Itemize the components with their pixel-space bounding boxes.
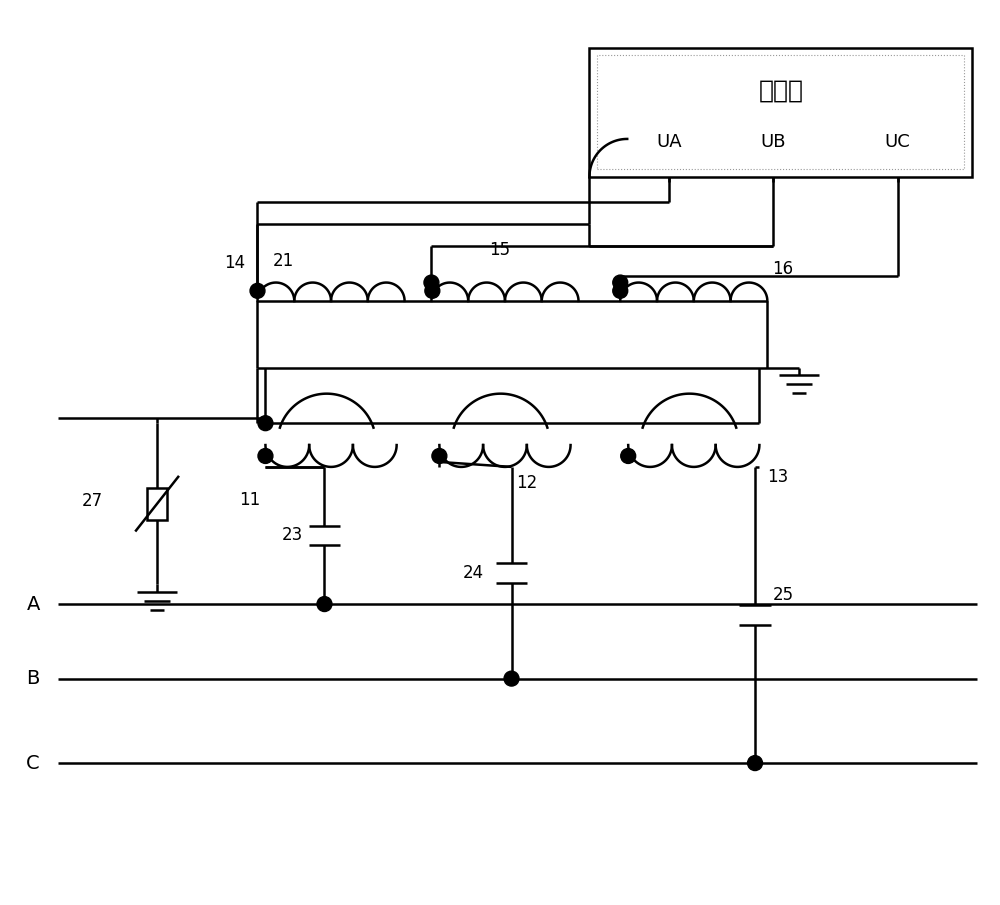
Bar [147, 488, 167, 519]
Circle shape [613, 283, 628, 299]
Bar [597, 55, 964, 168]
Text: 12: 12 [516, 474, 538, 491]
Text: 23: 23 [281, 527, 303, 545]
Circle shape [613, 275, 628, 290]
Text: 电能表: 电能表 [758, 78, 803, 102]
Text: 11: 11 [239, 491, 260, 509]
Circle shape [258, 415, 273, 431]
Text: 21: 21 [272, 252, 294, 271]
Text: 16: 16 [772, 260, 793, 278]
Text: B: B [26, 669, 40, 688]
Text: A: A [26, 595, 40, 614]
Text: C: C [26, 754, 40, 773]
Text: UA: UA [656, 133, 682, 151]
Text: UB: UB [761, 133, 786, 151]
Circle shape [250, 283, 265, 299]
Circle shape [317, 596, 332, 612]
Circle shape [748, 756, 762, 770]
Circle shape [425, 283, 440, 299]
Circle shape [432, 449, 447, 463]
Bar [589, 47, 972, 176]
Text: 13: 13 [767, 468, 788, 486]
Text: 25: 25 [773, 586, 794, 605]
Text: UC: UC [885, 133, 910, 151]
Circle shape [258, 449, 273, 463]
Text: 15: 15 [489, 242, 511, 259]
Circle shape [424, 275, 439, 290]
Circle shape [621, 449, 636, 463]
Text: 14: 14 [224, 254, 246, 272]
Text: 27: 27 [81, 492, 102, 510]
Text: 24: 24 [463, 564, 484, 582]
Circle shape [504, 672, 519, 686]
